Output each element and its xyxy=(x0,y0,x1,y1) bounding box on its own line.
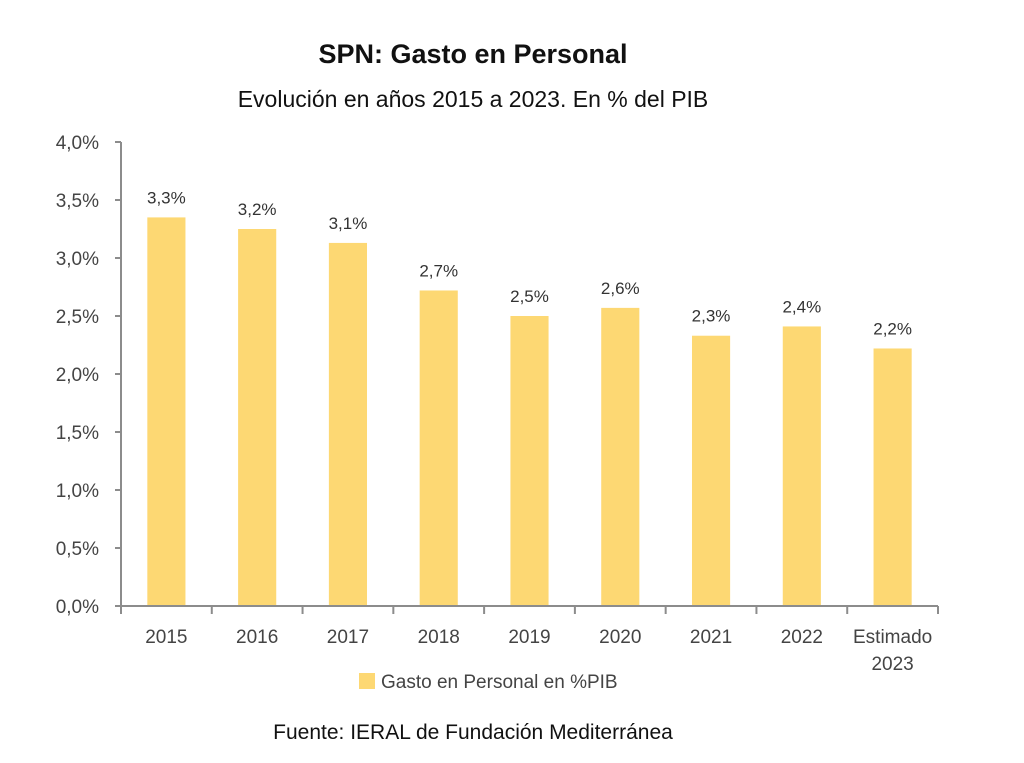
data-label: 3,3% xyxy=(147,188,186,207)
bar xyxy=(691,335,731,605)
data-label: 3,1% xyxy=(329,214,368,233)
bar xyxy=(510,316,549,605)
data-label: 2,6% xyxy=(601,279,640,298)
bar xyxy=(782,326,821,605)
x-tick-label: 2022 xyxy=(781,627,823,648)
x-tick-label: 2019 xyxy=(508,627,550,648)
legend-swatch xyxy=(359,673,375,689)
bar xyxy=(873,348,912,605)
x-tick-label: 2020 xyxy=(599,627,641,648)
data-label: 2,2% xyxy=(873,319,912,338)
x-tick-label: 2018 xyxy=(418,627,460,648)
bar xyxy=(419,290,458,605)
x-tick-label: 2016 xyxy=(236,627,278,648)
data-label: 3,2% xyxy=(238,200,277,219)
chart-subtitle: Evolución en años 2015 a 2023. En % del … xyxy=(238,86,709,112)
legend-label: Gasto en Personal en %PIB xyxy=(381,672,618,693)
y-tick-label: 2,0% xyxy=(56,365,99,386)
data-label: 2,3% xyxy=(692,307,731,326)
bar xyxy=(328,242,368,606)
data-label: 2,7% xyxy=(419,261,458,280)
y-tick-label: 2,5% xyxy=(56,307,99,328)
y-tick-label: 1,5% xyxy=(56,423,99,444)
source-note: Fuente: IERAL de Fundación Mediterránea xyxy=(273,721,673,744)
chart-title: SPN: Gasto en Personal xyxy=(318,39,627,69)
bar-series xyxy=(147,217,912,606)
y-tick-label: 0,5% xyxy=(56,539,99,560)
legend: Gasto en Personal en %PIB xyxy=(359,672,618,693)
x-tick-label: 2017 xyxy=(327,627,369,648)
bar xyxy=(238,229,277,605)
data-label: 2,4% xyxy=(782,297,821,316)
y-axis: 0,0% 0,5% 1,0% 1,5% 2,0% 2,5% 3,0% 3,5% 4,0% xyxy=(56,133,122,618)
y-tick-label: 3,0% xyxy=(56,249,99,270)
data-label: 2,5% xyxy=(510,287,549,306)
x-tick-label: 2023 xyxy=(871,654,913,675)
y-tick-label: 0,0% xyxy=(56,597,99,618)
y-tick-label: 3,5% xyxy=(56,191,99,212)
y-tick-label: 1,0% xyxy=(56,481,99,502)
x-tick-label: 2015 xyxy=(145,627,187,648)
x-tick-label: 2021 xyxy=(690,627,732,648)
data-labels: 3,3% 3,2% 3,1% 2,7% 2,5% 2,6% 2,3% 2,4% 2,2% xyxy=(147,188,912,338)
y-tick-label: 4,0% xyxy=(56,133,99,154)
bar xyxy=(601,307,640,605)
x-axis: 2015 2016 2017 2018 2019 2020 2021 2022 Estimado… xyxy=(115,605,939,675)
bar xyxy=(147,217,186,605)
x-tick-label: Estimado xyxy=(853,627,932,648)
